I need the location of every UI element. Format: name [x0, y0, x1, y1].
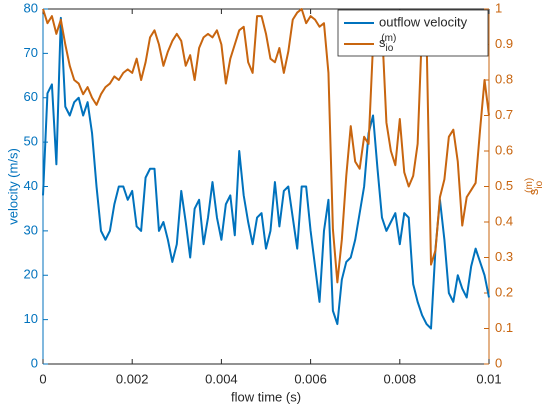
y-tick-label: 0 — [31, 355, 38, 370]
y-tick-label: 80 — [24, 0, 38, 15]
y2-tick-label: 0.4 — [495, 213, 513, 228]
y2-tick-label: 0.5 — [495, 178, 513, 193]
y2-tick-label: 1 — [495, 0, 502, 15]
series-line — [42, 8, 490, 284]
y-tick-label: 70 — [24, 45, 38, 60]
y-tick-label: 40 — [24, 178, 38, 193]
y2-tick-label: 0.1 — [495, 320, 513, 335]
label-sup: (m) — [381, 33, 396, 44]
x-axis-label: flow time (s) — [231, 389, 301, 404]
y-tick-label: 30 — [24, 222, 38, 237]
x-tick-label: 0.006 — [294, 371, 327, 386]
y-axis-label: velocity (m/s) — [5, 148, 20, 225]
x-tick-label: 0 — [39, 371, 46, 386]
legend-label: outflow velocity — [379, 14, 468, 29]
y2-tick-label: 0.8 — [495, 71, 513, 86]
label-base: s — [526, 188, 541, 195]
y2-axis-label: sio(m) — [524, 178, 545, 195]
label-sub: io — [534, 180, 545, 188]
x-tick-label: 0.008 — [384, 371, 417, 386]
x-tick-label: 0.004 — [205, 371, 238, 386]
x-tick-label: 0.01 — [476, 371, 501, 386]
legend-box — [337, 9, 489, 57]
y2-tick-label: 0.3 — [495, 249, 513, 264]
label-base: s — [379, 35, 386, 50]
y2-tick-label: 0.2 — [495, 284, 513, 299]
y2-tick-label: 0.9 — [495, 36, 513, 51]
label-sub: io — [386, 43, 394, 54]
y2-tick-label: 0 — [495, 355, 502, 370]
y-tick-label: 20 — [24, 267, 38, 282]
y-tick-label: 50 — [24, 134, 38, 149]
y-tick-label: 10 — [24, 311, 38, 326]
y-tick-label: 60 — [24, 89, 38, 104]
series-line — [42, 16, 490, 330]
x-tick-label: 0.002 — [116, 371, 149, 386]
y2-tick-label: 0.7 — [495, 107, 513, 122]
legend-label: sio(m) — [379, 33, 396, 54]
y2-tick-label: 0.6 — [495, 142, 513, 157]
label-sup: (m) — [524, 178, 535, 193]
